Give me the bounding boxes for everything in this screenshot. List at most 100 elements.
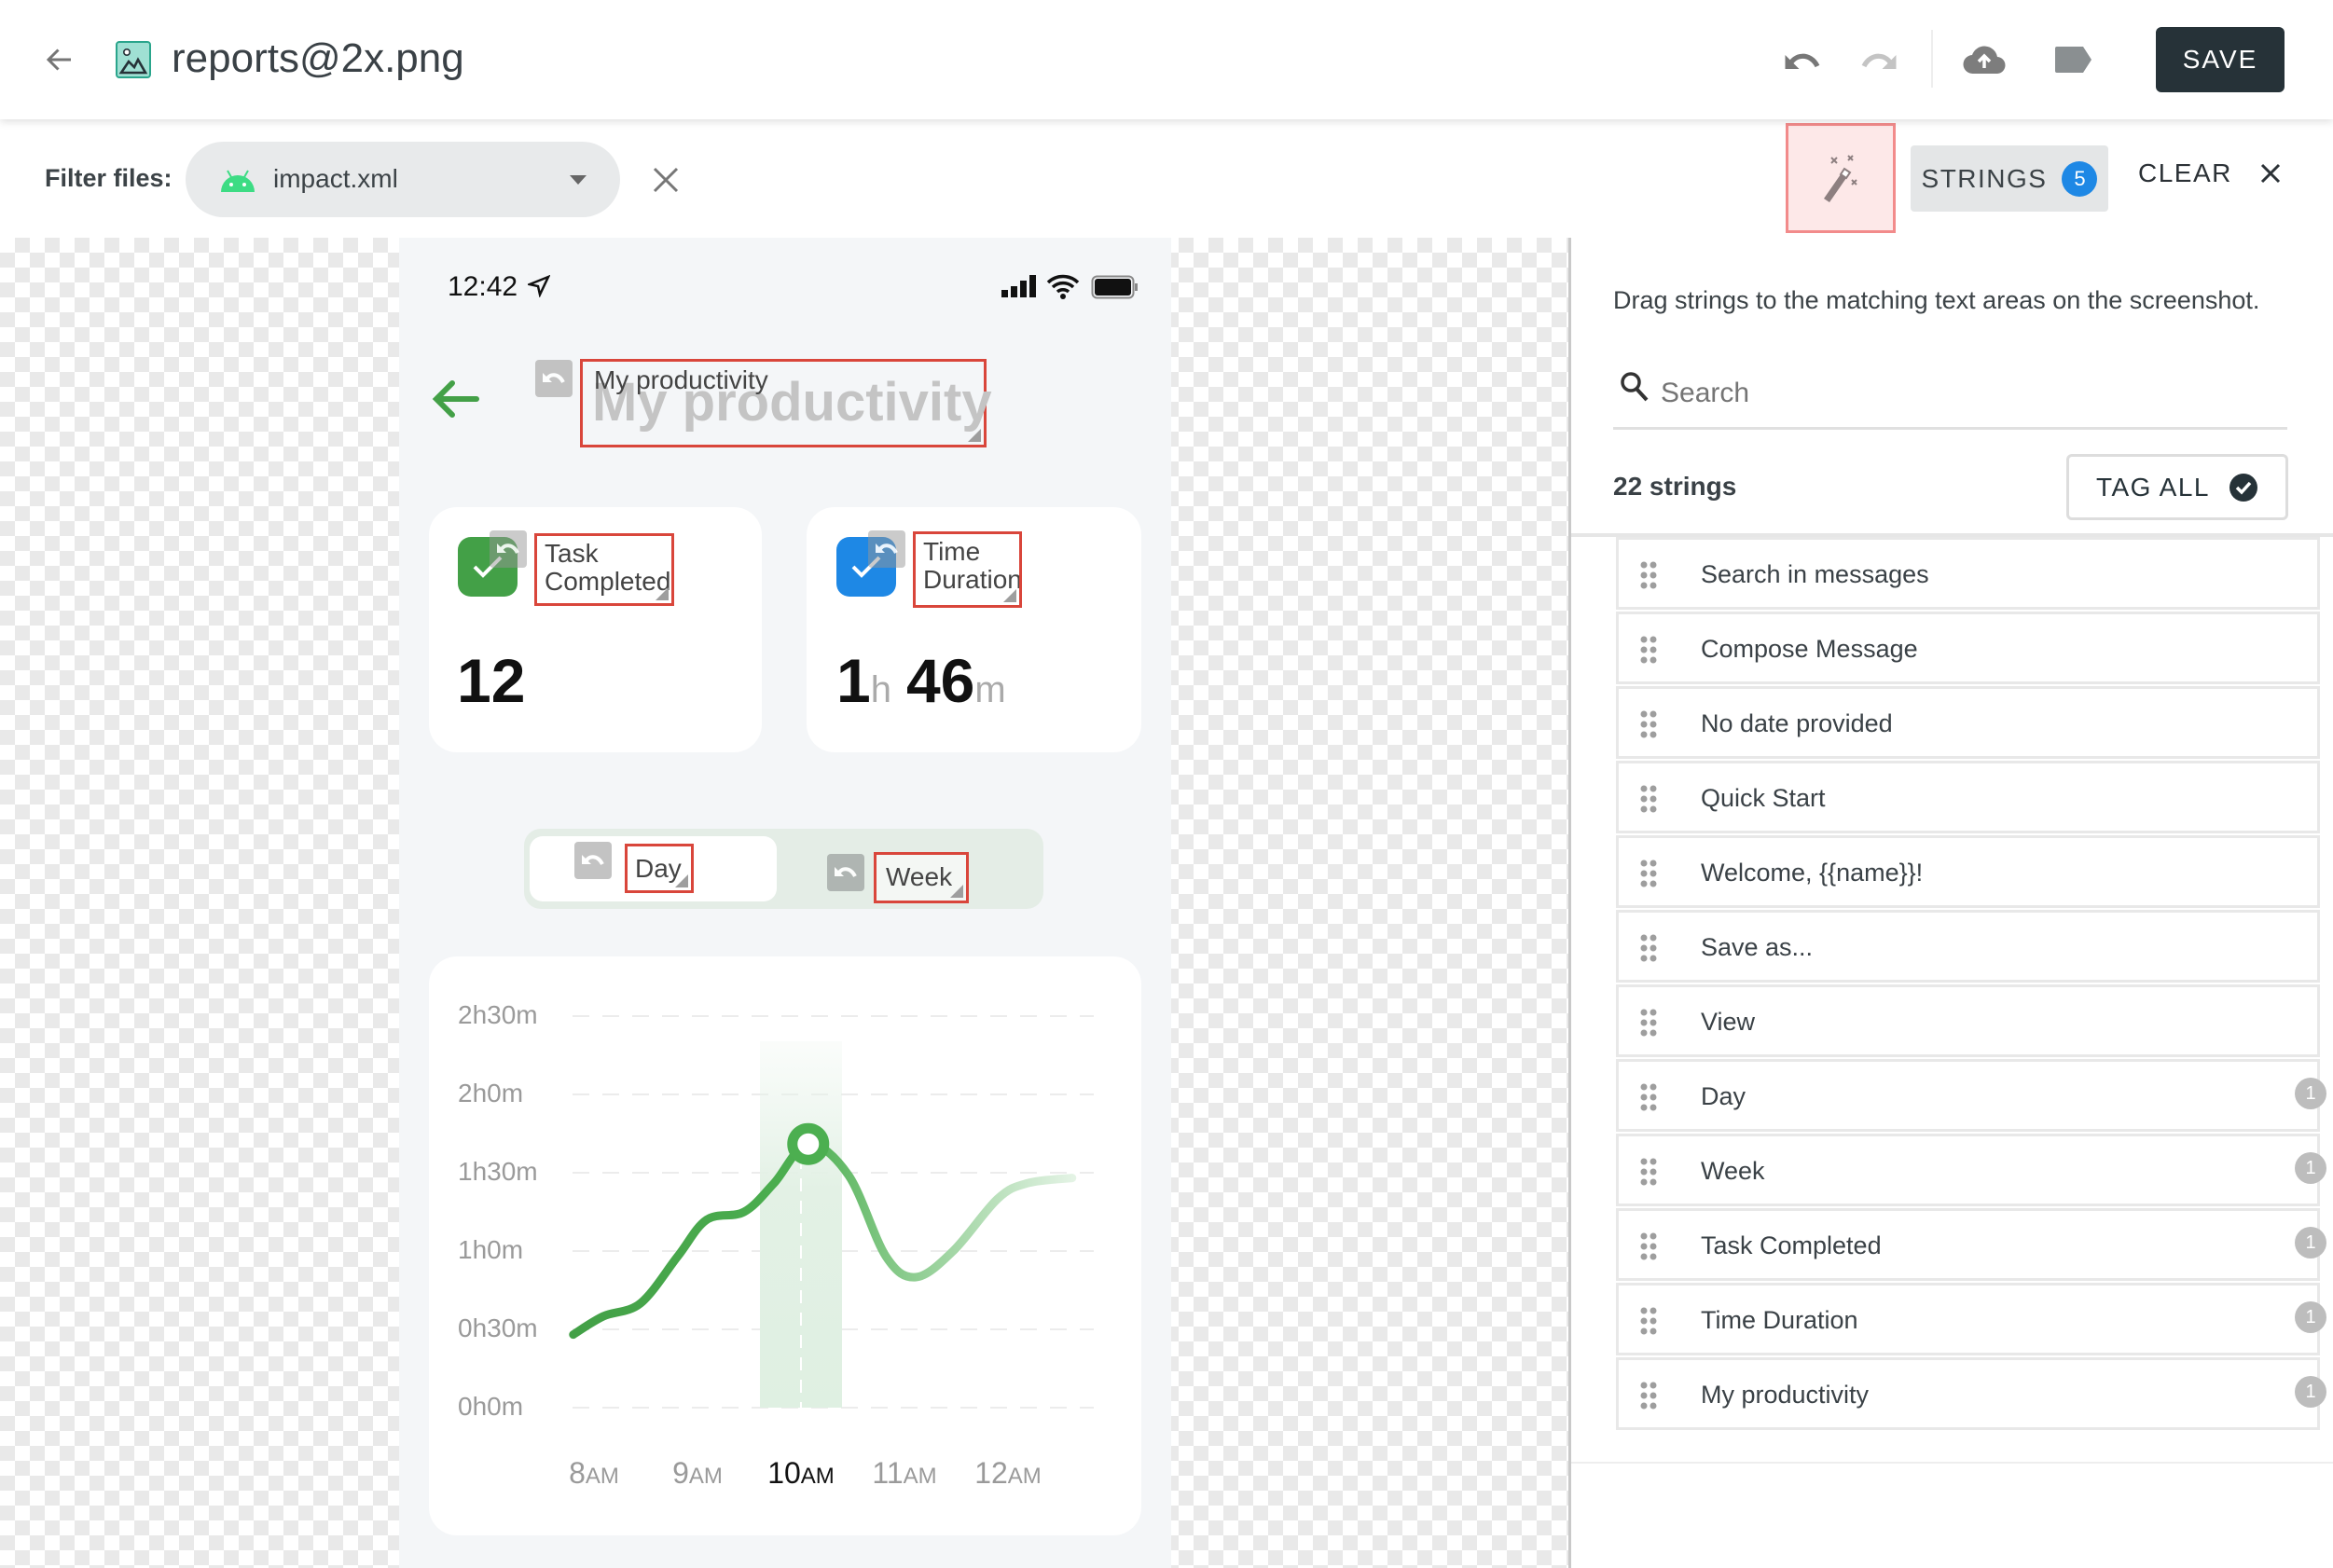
task-completed-card: Task Completed 12 bbox=[429, 507, 762, 752]
revert-tag-icon[interactable] bbox=[574, 842, 612, 879]
hours-value: 1 bbox=[836, 646, 871, 715]
x-tick-suffix: AM bbox=[585, 1464, 619, 1489]
y-tick-label: 2h30m bbox=[458, 1000, 538, 1029]
string-list-item[interactable]: Quick Start bbox=[1616, 761, 2320, 833]
tag-box-my-productivity[interactable]: My productivity My productivity bbox=[580, 359, 992, 447]
drag-handle-icon[interactable] bbox=[1639, 1232, 1658, 1260]
check-circle-icon bbox=[2229, 473, 2258, 502]
string-list-item[interactable]: Day 1 bbox=[1616, 1059, 2326, 1132]
tag-box-week[interactable]: Week bbox=[874, 852, 969, 903]
tag-box-time-duration[interactable]: Time Duration bbox=[913, 531, 1022, 608]
drag-handle-icon[interactable] bbox=[1639, 860, 1658, 887]
usage-count-badge: 1 bbox=[2295, 1301, 2326, 1333]
drag-handle-icon[interactable] bbox=[1639, 710, 1658, 738]
screen-title: My productivity bbox=[592, 372, 992, 433]
save-button[interactable]: SAVE bbox=[2156, 27, 2285, 92]
strings-count-label: 22 strings bbox=[1613, 472, 1737, 501]
string-list-item[interactable]: My productivity 1 bbox=[1616, 1357, 2326, 1430]
panel-divider bbox=[1571, 533, 2333, 537]
drag-handle-icon[interactable] bbox=[1639, 636, 1658, 664]
string-label: Task Completed bbox=[1701, 1231, 1882, 1259]
string-label: Quick Start bbox=[1701, 784, 1826, 812]
y-tick-label: 2h0m bbox=[458, 1079, 524, 1107]
dropdown-caret-icon bbox=[570, 175, 587, 185]
clear-filter-close-icon[interactable] bbox=[649, 163, 683, 197]
string-list-item[interactable]: No date provided bbox=[1616, 686, 2320, 759]
strings-count-badge: 5 bbox=[2062, 160, 2098, 197]
panel-bottom-divider bbox=[1571, 1462, 2333, 1464]
x-tick-label: 10AM bbox=[767, 1456, 835, 1491]
resize-handle[interactable] bbox=[675, 874, 688, 887]
x-tick-suffix: AM bbox=[688, 1464, 723, 1489]
file-filter-select[interactable]: impact.xml bbox=[186, 142, 620, 217]
tag-icon[interactable] bbox=[2053, 43, 2094, 76]
week-label: Week bbox=[886, 862, 953, 891]
x-tick-label: 12AM bbox=[974, 1456, 1042, 1491]
phone-screenshot: 12:42 My productivity My productivity Ta… bbox=[399, 238, 1171, 1568]
usage-count-badge: 1 bbox=[2295, 1227, 2326, 1259]
string-list-item[interactable]: Week 1 bbox=[1616, 1134, 2326, 1206]
string-list-item[interactable]: Time Duration 1 bbox=[1616, 1283, 2326, 1355]
android-icon bbox=[219, 166, 256, 199]
strings-panel: Drag strings to the matching text areas … bbox=[1568, 238, 2333, 1568]
strings-search-input[interactable] bbox=[1661, 373, 2267, 414]
drag-handle-icon[interactable] bbox=[1639, 1083, 1658, 1111]
x-tick-suffix: AM bbox=[1007, 1464, 1042, 1489]
string-label: Day bbox=[1701, 1082, 1746, 1110]
string-label: View bbox=[1701, 1008, 1756, 1036]
magic-wand-icon bbox=[1824, 155, 1857, 202]
string-list-item[interactable]: View bbox=[1616, 984, 2320, 1057]
hours-unit: h bbox=[870, 669, 891, 710]
tag-overlay-text: My productivity bbox=[594, 365, 768, 394]
card-label-line1: Time bbox=[923, 537, 981, 566]
revert-tag-icon[interactable] bbox=[490, 530, 527, 568]
drag-handle-icon[interactable] bbox=[1639, 1158, 1658, 1186]
revert-tag-icon[interactable] bbox=[827, 854, 864, 891]
undo-icon[interactable] bbox=[1783, 42, 1824, 79]
file-title: reports@2x.png bbox=[172, 35, 464, 81]
y-tick-label: 1h0m bbox=[458, 1235, 524, 1264]
usage-count-badge: 1 bbox=[2295, 1152, 2326, 1184]
resize-handle[interactable] bbox=[1003, 589, 1016, 602]
string-list-item[interactable]: Task Completed 1 bbox=[1616, 1208, 2326, 1281]
tag-box-task-completed[interactable]: Task Completed bbox=[534, 533, 674, 606]
cloud-upload-icon[interactable] bbox=[1962, 41, 2007, 78]
card-label-line2: Completed bbox=[545, 567, 671, 596]
usage-count-badge: 1 bbox=[2295, 1078, 2326, 1109]
resize-handle[interactable] bbox=[968, 429, 981, 442]
string-list-item[interactable]: Search in messages bbox=[1616, 537, 2320, 610]
drag-handle-icon[interactable] bbox=[1639, 561, 1658, 589]
drag-handle-icon[interactable] bbox=[1639, 1307, 1658, 1335]
redo-icon[interactable] bbox=[1857, 42, 1898, 79]
day-label: Day bbox=[635, 854, 682, 883]
string-list-item[interactable]: Save as... bbox=[1616, 910, 2320, 983]
string-list-item[interactable]: Welcome, {{name}}! bbox=[1616, 835, 2320, 908]
resize-handle[interactable] bbox=[656, 587, 669, 600]
app-header: reports@2x.png SAVE bbox=[0, 0, 2333, 119]
drag-handle-icon[interactable] bbox=[1639, 1382, 1658, 1410]
minutes-unit: m bbox=[974, 669, 1006, 710]
auto-tag-magic-wand-button[interactable] bbox=[1786, 123, 1896, 233]
tag-all-button[interactable]: TAG ALL bbox=[2066, 454, 2288, 520]
back-arrow-icon[interactable] bbox=[41, 41, 78, 78]
minutes-value: 46 bbox=[905, 646, 975, 715]
x-tick-hour: 8 bbox=[569, 1456, 586, 1490]
tag-box-day[interactable]: Day bbox=[625, 844, 694, 893]
drag-handle-icon[interactable] bbox=[1639, 1009, 1658, 1037]
highlighted-data-point bbox=[787, 1122, 830, 1165]
time-duration-value: 1h 46m bbox=[836, 645, 1006, 716]
string-label: Search in messages bbox=[1701, 560, 1929, 588]
drag-handle-icon[interactable] bbox=[1639, 785, 1658, 813]
drag-handle-icon[interactable] bbox=[1639, 934, 1658, 962]
revert-tag-icon[interactable] bbox=[868, 530, 905, 568]
revert-tag-icon[interactable] bbox=[535, 360, 573, 397]
resize-handle[interactable] bbox=[950, 885, 963, 898]
strings-toggle-button[interactable]: STRINGS 5 bbox=[1911, 145, 2108, 212]
y-tick-label: 0h0m bbox=[458, 1392, 524, 1421]
x-tick-hour: 9 bbox=[672, 1456, 689, 1490]
string-list-item[interactable]: Compose Message bbox=[1616, 612, 2320, 684]
card-label-line1: Task bbox=[545, 539, 599, 568]
x-tick-hour: 11 bbox=[872, 1456, 904, 1490]
string-label: Save as... bbox=[1701, 933, 1814, 961]
clear-button[interactable]: CLEAR bbox=[2138, 158, 2281, 188]
